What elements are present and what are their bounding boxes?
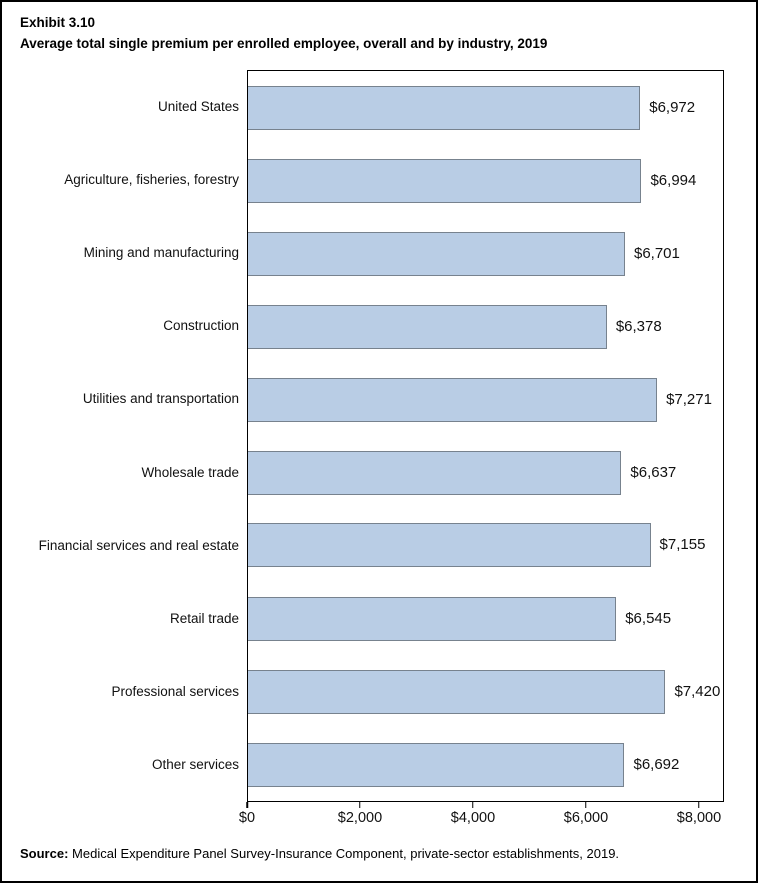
axis-tick-mark — [698, 802, 700, 808]
value-axis: $0 $2,000 $4,000 $6,000 $8,000 — [239, 802, 724, 832]
axis-tick-label: $4,000 — [450, 810, 496, 826]
category-label: Utilities and transportation — [82, 391, 239, 407]
value-label: $6,994 — [650, 171, 697, 189]
bar — [248, 742, 625, 787]
value-label: $6,637 — [630, 463, 677, 481]
category-label: Professional services — [111, 684, 239, 700]
axis-tick-label: $0 — [238, 810, 256, 826]
plot-area: $6,972 $6,994 $6,701 $6,378 $7,271 $6,637 $7,1… — [247, 70, 724, 802]
bar — [248, 377, 658, 422]
axis-tick-mark — [246, 802, 248, 808]
source-text: Medical Expenditure Panel Survey-Insuran… — [72, 846, 620, 861]
bar — [248, 596, 617, 641]
value-label: $6,972 — [649, 98, 696, 116]
category-label: Construction — [163, 318, 239, 334]
category-label: Mining and manufacturing — [83, 245, 239, 260]
axis-tick-label: $2,000 — [337, 810, 383, 826]
category-label: Agriculture, fisheries, forestry — [64, 171, 239, 187]
value-label: $6,545 — [625, 609, 672, 627]
bar — [248, 304, 607, 349]
value-label: $7,155 — [659, 536, 706, 554]
bar — [248, 669, 666, 714]
axis-tick-label: $8,000 — [676, 810, 722, 826]
value-label: $6,692 — [633, 755, 680, 773]
bar — [248, 523, 651, 568]
category-axis: United States Agriculture, fisheries, for… — [2, 70, 239, 802]
category-label: United States — [157, 98, 239, 114]
exhibit-number: Exhibit 3.10 — [20, 15, 96, 30]
value-label: $6,701 — [633, 244, 680, 262]
chart-title: Average total single premium per enrolle… — [20, 36, 548, 51]
value-label: $6,378 — [615, 317, 662, 335]
value-label: $7,271 — [666, 390, 712, 408]
bar — [248, 158, 642, 203]
source-note: Source: Medical Expenditure Panel Survey… — [20, 846, 619, 861]
axis-tick-mark — [585, 802, 587, 808]
category-label: Wholesale trade — [141, 464, 239, 480]
source-label: Source: — [20, 846, 69, 861]
category-label: Financial services and real estate — [38, 537, 239, 553]
axis-tick-label: $6,000 — [563, 810, 609, 826]
axis-tick-mark — [359, 802, 361, 808]
chart-title-block: Exhibit 3.10 Average total single premiu… — [20, 12, 547, 54]
bar — [248, 231, 625, 276]
bar — [248, 450, 622, 495]
value-label: $7,420 — [674, 682, 721, 700]
bar — [248, 85, 641, 130]
axis-tick-mark — [472, 802, 474, 808]
category-label: Retail trade — [169, 611, 239, 626]
category-label: Other services — [151, 757, 239, 773]
